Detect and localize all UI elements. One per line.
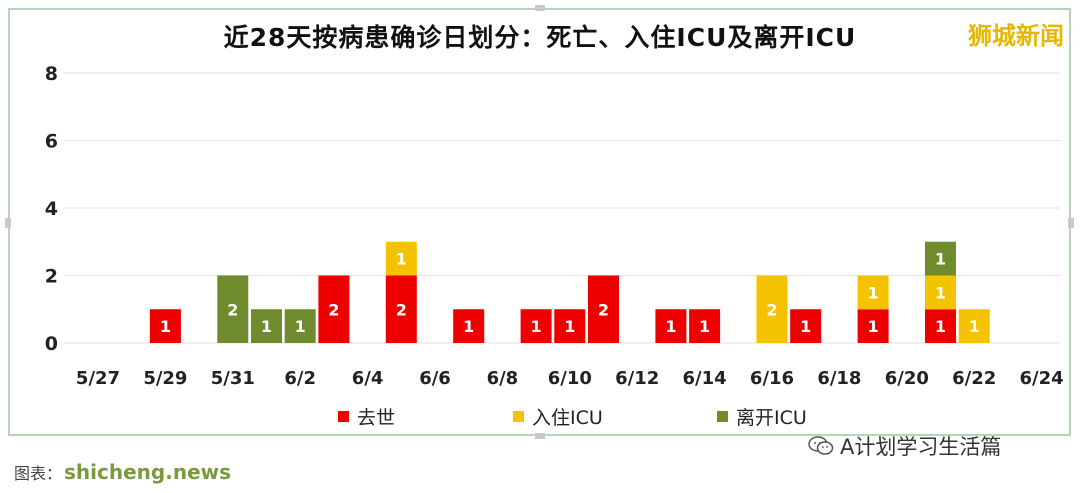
x-tick-label: 6/14 [683, 368, 727, 389]
watermark-text: A计划学习生活篇 [840, 435, 1002, 459]
data-label: 2 [766, 300, 777, 319]
bar-5-31-series-2 [217, 275, 249, 343]
bar-6-7-series-0 [453, 309, 485, 343]
x-tick-label: 6/16 [750, 368, 794, 389]
x-tick-label: 6/22 [952, 368, 996, 389]
x-axis-labels: 5/27 5/29 5/31 6/2 6/4 6/6 6/8 6/10 6/12 6/14 6/16… [76, 368, 1064, 389]
data-label: 1 [935, 317, 946, 336]
x-tick-label: 6/6 [419, 368, 451, 389]
data-label: 1 [665, 317, 676, 336]
bar-6-5-series-1 [385, 241, 417, 276]
data-label: 1 [463, 317, 474, 336]
brand-logo-text: 狮城新闻 [968, 22, 1064, 50]
x-tick-label: 6/10 [548, 368, 592, 389]
data-label: 1 [868, 283, 879, 302]
legend-item-deaths: 去世 [338, 403, 395, 430]
resize-handle-top[interactable] [535, 5, 545, 11]
bar-6-3-series-0 [318, 275, 350, 343]
chart-plot: 0 2 4 6 8 1 2 1 1 2 2 1 1 1 1 2 1 1 2 1 1 1 1 1 1 1 5/27 5/29 5/31… [45, 63, 1064, 389]
chart-frame [8, 8, 1071, 436]
data-label: 2 [598, 300, 609, 319]
x-tick-label: 6/2 [284, 368, 316, 389]
legend-item-icu-out: 离开ICU [717, 403, 807, 430]
watermark: A计划学习生活篇 [808, 431, 1001, 461]
data-label: 1 [699, 317, 710, 336]
data-label: 1 [261, 317, 272, 336]
chart-title: 近28天按病患确诊日划分：死亡、入住ICU及离开ICU [223, 23, 857, 52]
bar-5-29-series-0 [149, 309, 181, 343]
x-tick-label: 5/29 [143, 368, 187, 389]
bar-6-2-series-2 [284, 309, 316, 343]
bar-6-21-series-1 [925, 275, 956, 310]
y-tick-label: 6 [45, 131, 58, 153]
legend: 去世 入住ICU 离开ICU [0, 403, 1080, 431]
bars: 1 2 1 1 2 2 1 1 1 1 2 1 1 2 1 1 1 1 1 1 1 [149, 241, 990, 343]
x-tick-label: 6/4 [352, 368, 384, 389]
resize-handle-right[interactable] [1068, 218, 1074, 228]
data-label: 1 [935, 283, 946, 302]
data-label: 1 [160, 317, 171, 336]
bar-6-21-series-0 [925, 309, 956, 343]
legend-swatch-yellow [513, 411, 524, 422]
legend-label: 去世 [357, 407, 396, 429]
x-tick-label: 6/24 [1020, 368, 1064, 389]
bar-6-17-series-0 [790, 309, 822, 343]
x-tick-label: 5/27 [76, 368, 120, 389]
data-label: 1 [295, 317, 306, 336]
y-tick-label: 2 [45, 266, 58, 288]
data-label: 1 [868, 317, 879, 336]
bar-6-19-series-1 [857, 275, 889, 310]
legend-label: 入住ICU [532, 407, 603, 429]
grid-lines [64, 72, 1060, 344]
data-label: 1 [564, 317, 575, 336]
resize-handle-left[interactable] [5, 218, 11, 228]
y-tick-label: 4 [45, 198, 58, 220]
data-label: 1 [969, 317, 980, 336]
x-tick-label: 6/20 [885, 368, 929, 389]
bar-6-22-series-1 [958, 309, 990, 343]
resize-handle-bottom[interactable] [535, 433, 545, 439]
bar-6-14-series-0 [689, 309, 721, 343]
x-tick-label: 5/31 [211, 368, 255, 389]
data-label: 2 [227, 300, 238, 319]
bar-6-13-series-0 [655, 309, 687, 343]
source-prefix: 图表： [14, 464, 63, 483]
legend-label: 离开ICU [736, 407, 807, 429]
data-label: 1 [935, 250, 946, 269]
y-axis-labels: 0 2 4 6 8 [45, 63, 58, 355]
data-label: 1 [396, 250, 407, 269]
bar-6-19-series-0 [857, 309, 889, 343]
x-tick-label: 6/8 [487, 368, 519, 389]
bar-6-10-series-0 [554, 309, 586, 343]
wechat-icon [808, 436, 834, 455]
legend-swatch-red [338, 411, 349, 422]
y-tick-label: 0 [45, 333, 58, 355]
bar-6-1-series-2 [251, 309, 282, 343]
source-credit: 图表： shicheng.news [14, 460, 231, 484]
bar-6-16-series-1 [756, 275, 788, 343]
bar-6-11-series-0 [588, 275, 619, 343]
bar-6-9-series-0 [520, 309, 552, 343]
x-tick-label: 6/18 [817, 368, 861, 389]
bar-6-21-series-2 [925, 241, 956, 276]
bar-6-5-series-0 [385, 275, 417, 343]
data-label: 2 [328, 300, 339, 319]
legend-item-icu-in: 入住ICU [513, 403, 603, 430]
data-label: 1 [800, 317, 811, 336]
x-tick-label: 6/12 [615, 368, 659, 389]
source-site: shicheng.news [64, 460, 232, 484]
y-tick-label: 8 [45, 63, 58, 85]
data-label: 2 [396, 300, 407, 319]
legend-swatch-green [717, 411, 728, 422]
data-label: 1 [531, 317, 542, 336]
